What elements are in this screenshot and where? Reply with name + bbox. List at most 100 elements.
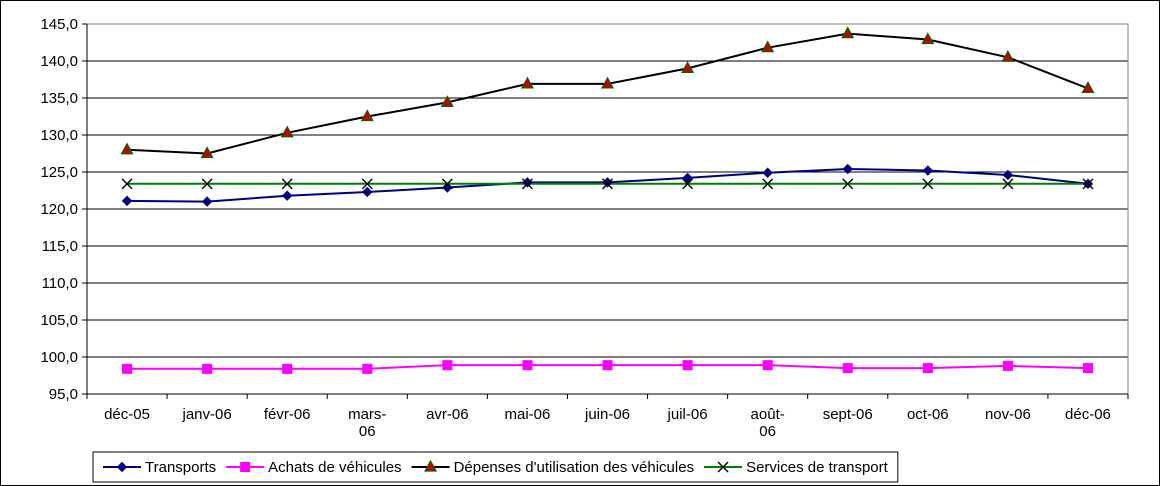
x-tick-label: déc-05 <box>104 406 150 423</box>
x-tick-label: oct-06 <box>907 406 949 423</box>
x-tick-label: juin-06 <box>584 406 630 423</box>
y-tick-label: 135,0 <box>40 90 78 107</box>
legend-swatch-marker <box>240 462 251 472</box>
x-tick-label: sept-06 <box>823 406 873 423</box>
data-point-transports <box>762 167 773 178</box>
data-point-achats-de-vehicules <box>842 363 853 374</box>
data-point-depenses-d-utilisation-des-vehicules <box>841 26 855 39</box>
y-tick-label: 120,0 <box>40 201 78 218</box>
legend-swatch-marker <box>424 459 438 472</box>
data-point-transports <box>842 163 853 175</box>
data-point-services-de-transport <box>441 178 453 190</box>
data-point-depenses-d-utilisation-des-vehicules <box>681 61 695 74</box>
legend-swatch-marker <box>717 461 729 473</box>
data-point-achats-de-vehicules <box>602 360 613 371</box>
x-marker-stroke <box>201 178 213 190</box>
y-tick-label: 105,0 <box>40 312 78 329</box>
data-point-depenses-d-utilisation-des-vehicules <box>120 142 134 155</box>
data-point-services-de-transport <box>842 178 854 190</box>
data-point-services-de-transport <box>281 178 293 190</box>
y-tick-label: 95,0 <box>49 386 78 403</box>
data-point-transports <box>922 165 934 176</box>
data-point-achats-de-vehicules <box>922 363 933 374</box>
x-marker-stroke <box>1002 178 1014 190</box>
data-point-services-de-transport <box>1002 178 1014 190</box>
x-marker-stroke <box>602 178 613 190</box>
x-marker-stroke <box>717 461 729 473</box>
legend-label: Dépenses d'utilisation des véhicules <box>454 459 695 476</box>
legend: Transports Achats de véhicules Dépenses d'… <box>92 451 899 483</box>
data-point-achats-de-vehicules <box>1002 360 1013 371</box>
x-marker-stroke <box>281 178 293 190</box>
x-marker-stroke <box>842 178 854 190</box>
data-point-depenses-d-utilisation-des-vehicules <box>1081 81 1095 93</box>
y-tick-label: 125,0 <box>40 164 78 181</box>
y-tick-label: 115,0 <box>42 238 78 255</box>
y-tick-label: 110,0 <box>42 275 78 292</box>
data-point-achats-de-vehicules <box>762 360 773 371</box>
x-marker-stroke <box>121 178 133 190</box>
y-tick-label: 130,0 <box>40 127 78 144</box>
x-marker-stroke <box>441 178 453 190</box>
x-marker-stroke <box>521 178 533 190</box>
data-point-services-de-transport <box>682 178 694 190</box>
data-point-transports <box>682 172 693 184</box>
data-point-depenses-d-utilisation-des-vehicules <box>1001 50 1015 62</box>
data-point-achats-de-vehicules <box>1082 363 1093 374</box>
data-point-depenses-d-utilisation-des-vehicules <box>921 32 935 45</box>
legend-entry-achats-de-vehicules: Achats de véhicules <box>226 459 402 476</box>
x-tick-label: nov-06 <box>985 406 1031 423</box>
data-point-services-de-transport <box>762 178 774 190</box>
x-tick-label: avr-06 <box>426 406 469 423</box>
x-tick-label: janv-06 <box>182 406 232 423</box>
legend-swatch-marker <box>116 461 128 473</box>
legend-label: Achats de véhicules <box>268 459 401 476</box>
y-tick-label: 100,0 <box>40 349 78 366</box>
x-marker-stroke <box>361 178 373 190</box>
data-point-services-de-transport <box>1082 178 1094 190</box>
x-tick-label: mars-06 <box>348 406 386 440</box>
data-point-depenses-d-utilisation-des-vehicules <box>600 76 615 89</box>
data-point-depenses-d-utilisation-des-vehicules <box>440 95 454 108</box>
x-tick-label: déc-06 <box>1065 406 1111 423</box>
data-point-depenses-d-utilisation-des-vehicules <box>200 146 214 159</box>
x-tick-label: févr-06 <box>264 406 311 423</box>
x-tick-label: mai-06 <box>504 406 550 423</box>
data-point-services-de-transport <box>521 178 533 190</box>
data-point-transports <box>281 190 293 201</box>
legend-entry-depenses-d-utilisation-des-vehicules: Dépenses d'utilisation des véhicules <box>411 459 695 476</box>
data-point-achats-de-vehicules <box>282 363 293 374</box>
data-point-services-de-transport <box>121 178 133 190</box>
data-point-achats-de-vehicules <box>122 363 133 374</box>
data-point-achats-de-vehicules <box>442 360 453 371</box>
data-point-achats-de-vehicules <box>202 363 213 374</box>
data-point-services-de-transport <box>922 178 934 190</box>
legend-label: Transports <box>145 459 216 476</box>
data-point-depenses-d-utilisation-des-vehicules <box>280 125 294 138</box>
x-marker-stroke <box>762 178 774 190</box>
y-tick-label: 140,0 <box>40 53 78 70</box>
x-marker-stroke <box>682 178 694 190</box>
x-tick-label: juil-06 <box>667 406 708 423</box>
data-point-transports <box>201 196 213 207</box>
data-point-depenses-d-utilisation-des-vehicules <box>761 40 775 53</box>
data-point-transports <box>1002 169 1014 181</box>
x-marker-stroke <box>1082 178 1094 190</box>
y-tick-label: 145,0 <box>40 16 78 33</box>
data-markers <box>120 26 1095 374</box>
data-point-depenses-d-utilisation-des-vehicules <box>520 76 534 89</box>
data-point-services-de-transport <box>201 178 213 190</box>
data-point-achats-de-vehicules <box>362 363 373 374</box>
data-point-services-de-transport <box>361 178 373 190</box>
x-tick-label: août-06 <box>751 406 785 440</box>
axes: 95,0 100,0 105,0 110,0 115,0 120,0 125,0 130,0 1… <box>40 16 1129 440</box>
data-point-services-de-transport <box>602 178 613 190</box>
legend-entry-services-de-transport: Services de transport <box>704 459 889 476</box>
data-point-achats-de-vehicules <box>682 360 693 371</box>
data-point-depenses-d-utilisation-des-vehicules <box>360 109 374 122</box>
data-point-achats-de-vehicules <box>522 360 533 371</box>
legend-label: Services de transport <box>746 459 889 476</box>
data-point-transports <box>121 195 133 207</box>
